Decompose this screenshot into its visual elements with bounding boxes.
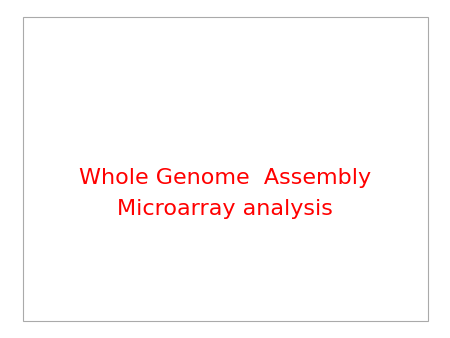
Text: Whole Genome  Assembly: Whole Genome Assembly bbox=[79, 168, 371, 188]
Text: Microarray analysis: Microarray analysis bbox=[117, 198, 333, 219]
